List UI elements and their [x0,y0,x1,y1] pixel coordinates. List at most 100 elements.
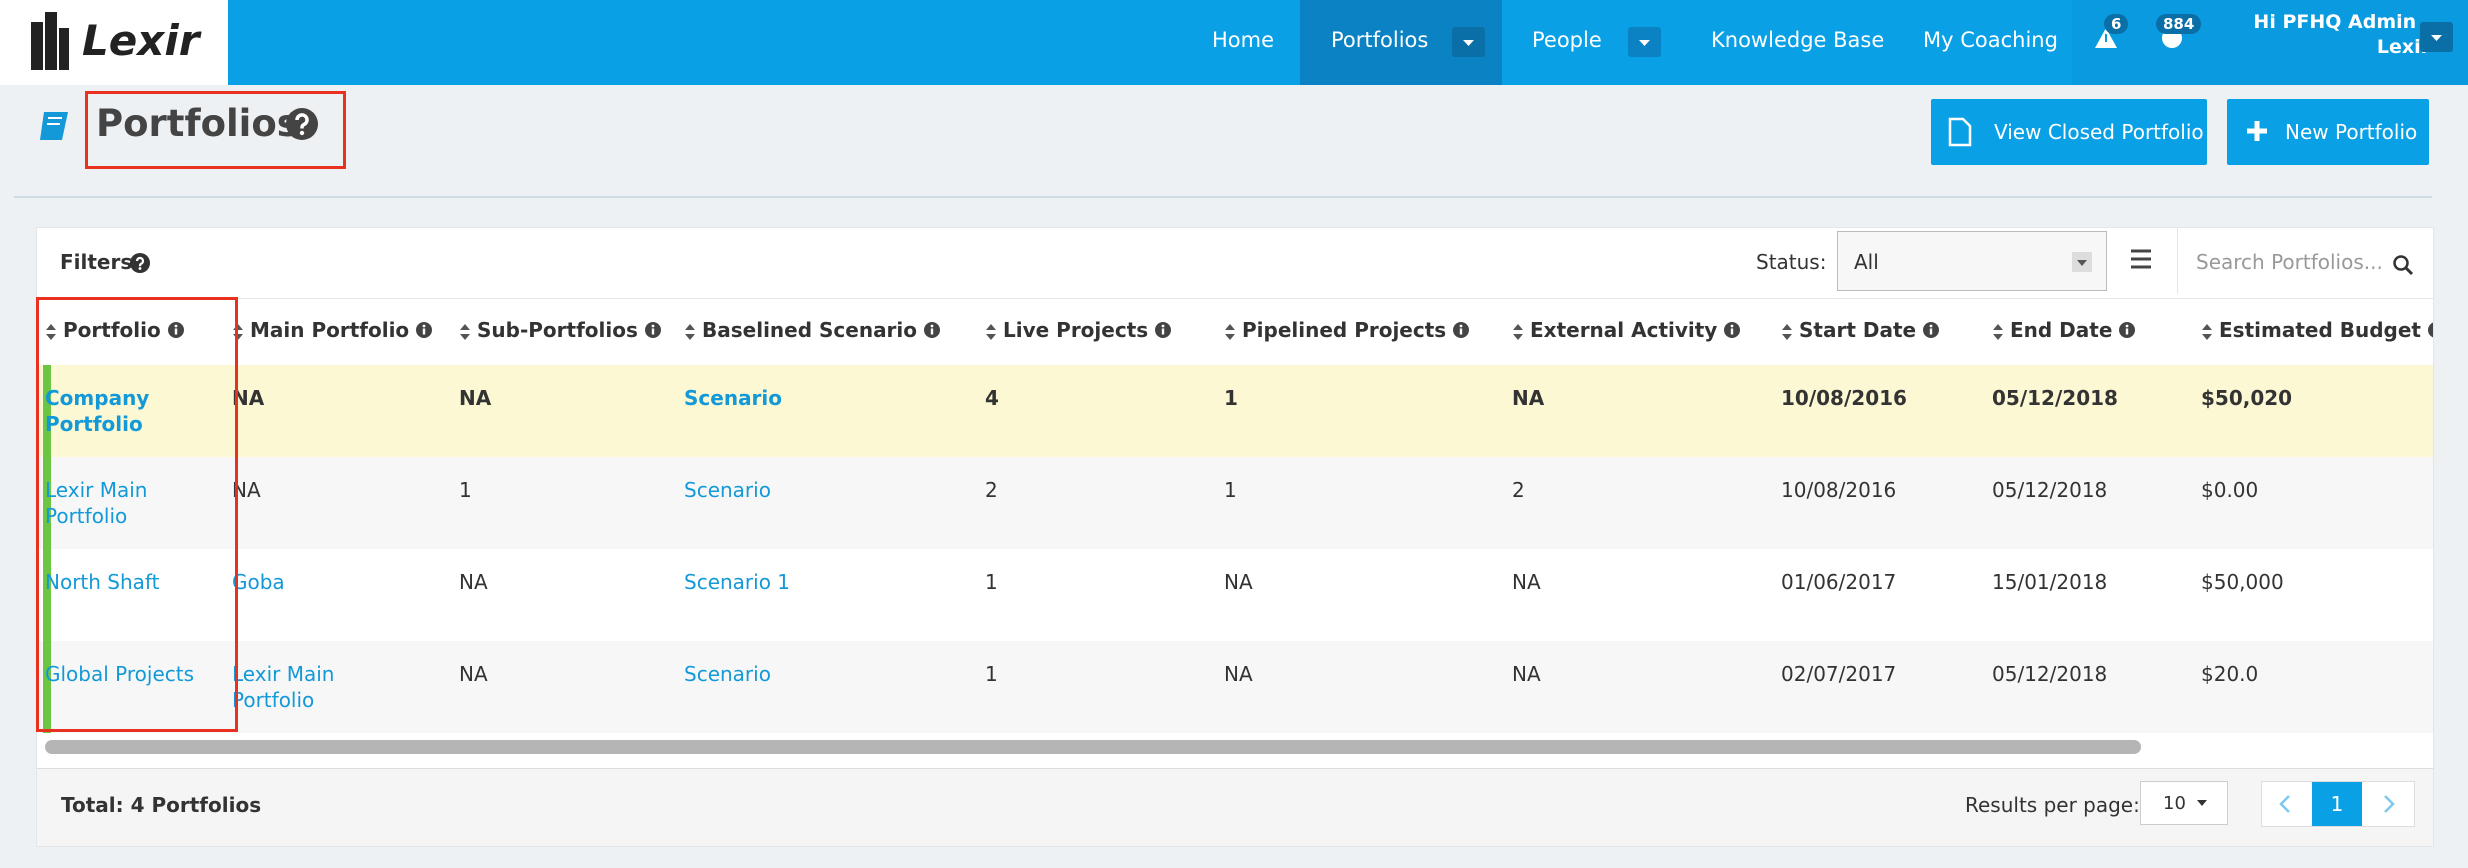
table-cell: NA [459,386,492,410]
nav-link[interactable]: Knowledge Base [1711,28,1885,52]
status-value: All [1854,250,1879,274]
alert-badge: 6 [2104,14,2129,34]
row-indicator [43,549,51,641]
table-cell: 10/08/2016 [1781,478,1897,502]
nav-bar: Lexir Home Portfolios People Knowledge B… [0,0,2468,85]
per-page-select[interactable]: 10 [2140,781,2228,825]
results-label: Results per page: [1965,793,2140,817]
column-header[interactable]: Sub-Portfolios [477,318,662,342]
sort-icon[interactable] [2201,322,2213,342]
sort-icon[interactable] [1781,322,1793,342]
table-link[interactable]: Lexir Main Portfolio [232,662,335,712]
table-cell: 4 [985,386,999,410]
sort-icon[interactable] [1224,322,1236,342]
table-row[interactable] [37,457,2433,549]
info-icon [2119,322,2136,338]
logo-area[interactable]: Lexir [0,0,228,85]
current-page[interactable]: 1 [2312,782,2362,826]
search-box[interactable]: Search Portfolios... [2177,228,2433,294]
table-link[interactable]: Company Portfolio [45,386,150,436]
column-header[interactable]: Pipelined Projects [1242,318,1470,342]
search-placeholder: Search Portfolios... [2196,250,2383,274]
column-menu-icon[interactable] [2129,248,2153,270]
logo-text: Lexir [82,16,200,65]
table-footer: Total: 4 Portfolios Results per page: 10… [37,768,2433,846]
dropdown-toggle[interactable] [2420,22,2453,52]
pagination: 1 [2261,781,2415,827]
table-cell: 1 [985,570,998,594]
column-header[interactable]: Estimated Budget [2219,318,2433,342]
info-icon [1155,322,1172,338]
divider [14,196,2432,198]
nav-link[interactable]: People [1532,28,1602,52]
table-cell: 2 [1512,478,1525,502]
table-row[interactable] [37,641,2433,733]
table-link[interactable]: Global Projects [45,662,195,686]
total-count: Total: 4 Portfolios [61,793,262,817]
new-portfolio-button[interactable]: New Portfolio [2227,99,2429,165]
table-link[interactable]: Scenario [684,662,771,686]
scrollbar[interactable] [45,740,2141,754]
column-header[interactable]: External Activity [1530,318,1741,342]
table-cell: NA [1224,662,1253,686]
info-icon [1453,322,1470,338]
table-cell: 05/12/2018 [1992,662,2108,686]
dropdown-toggle[interactable] [1452,27,1485,57]
table-cell: 15/01/2018 [1992,570,2108,594]
info-icon [2427,322,2433,338]
table-cell: 05/12/2018 [1992,478,2108,502]
sort-icon[interactable] [684,322,696,342]
table-cell: NA [232,386,265,410]
user-greeting: Hi PFHQ Admin , [2253,11,2430,33]
help-icon[interactable] [129,252,151,274]
column-header[interactable]: Main Portfolio [250,318,433,342]
prev-page[interactable] [2278,794,2292,814]
sort-icon[interactable] [1992,322,2004,342]
table-link[interactable]: Goba [232,570,285,594]
next-page[interactable] [2382,794,2396,814]
filters-label: Filters: [60,250,141,274]
column-header[interactable]: Live Projects [1003,318,1172,342]
view-closed-button[interactable]: View Closed Portfolio [1931,99,2207,165]
table-link[interactable]: Lexir Main Portfolio [45,478,148,528]
alert-icon[interactable] [2094,26,2118,50]
nav-link[interactable]: My Coaching [1923,28,2058,52]
table-link[interactable]: North Shaft [45,570,160,594]
sort-icon[interactable] [459,322,471,342]
table-cell: 10/08/2016 [1781,386,1907,410]
table-link[interactable]: Scenario [684,478,771,502]
status-label: Status: [1756,250,1827,274]
table-cell: $50,000 [2201,570,2284,594]
sort-icon[interactable] [985,322,997,342]
help-icon[interactable] [285,107,319,141]
table-cell: 05/12/2018 [1992,386,2118,410]
message-badge: 884 [2156,14,2202,34]
table-cell: NA [1512,570,1541,594]
table-link[interactable]: Scenario [684,386,783,410]
highlight-box [85,91,346,169]
table-row[interactable] [37,365,2433,457]
nav-link[interactable]: Home [1212,28,1275,52]
user-menu[interactable]: Hi PFHQ Admin , Lexir [2250,10,2430,60]
table-row[interactable] [37,549,2433,641]
status-select[interactable]: All [1837,231,2107,291]
info-icon [167,322,184,338]
column-header[interactable]: Baselined Scenario [702,318,941,342]
highlight-box [36,297,238,732]
column-header[interactable]: Start Date [1799,318,1940,342]
info-icon [924,322,941,338]
table-cell: 02/07/2017 [1781,662,1897,686]
dropdown-toggle[interactable] [1628,27,1661,57]
sort-icon[interactable] [1512,322,1524,342]
column-header[interactable]: End Date [2010,318,2136,342]
sort-icon[interactable] [45,322,57,342]
table-cell: 1 [459,478,472,502]
nav-link[interactable]: Portfolios [1331,28,1429,52]
table-cell: 2 [985,478,998,502]
table-cell: 1 [985,662,998,686]
info-icon [1724,322,1741,338]
table-card: Filters: Status: All Search Portfolios..… [36,227,2434,847]
column-header[interactable]: Portfolio [63,318,185,342]
table-link[interactable]: Scenario 1 [684,570,791,594]
table-cell: NA [459,570,488,594]
